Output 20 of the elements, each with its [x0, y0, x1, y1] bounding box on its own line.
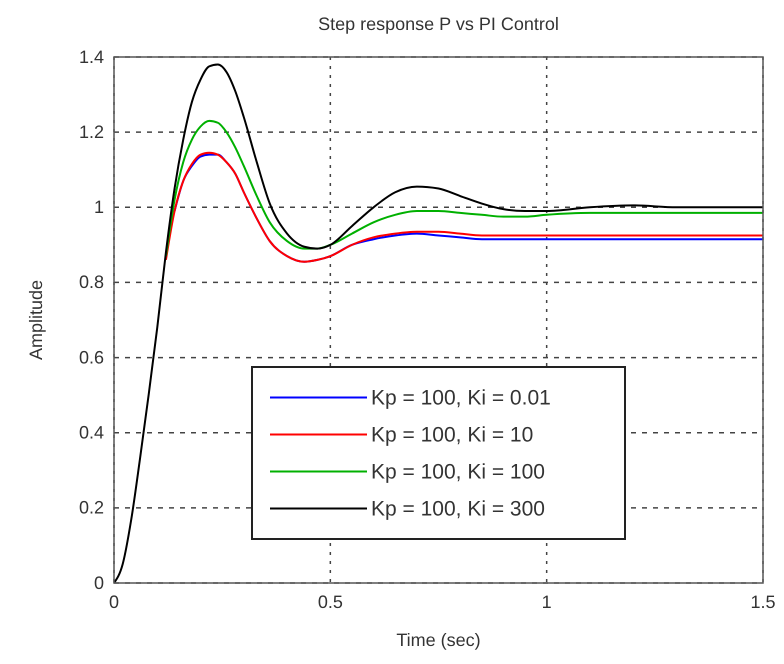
y-axis-title: Amplitude [26, 280, 46, 360]
legend-label: Kp = 100, Ki = 100 [371, 460, 545, 484]
line-series [164, 120, 764, 258]
chart-title: Step response P vs PI Control [318, 14, 559, 34]
legend-label: Kp = 100, Ki = 10 [371, 424, 534, 446]
x-tick-label: 0 [108, 592, 120, 612]
y-tick-label: 0 [94, 572, 104, 593]
y-tick-label: 0.8 [78, 272, 104, 292]
y-tick-label: 0.2 [78, 498, 104, 518]
legend-label: Kp = 100, Ki = 0.01 [371, 386, 551, 410]
y-tick-label: 1.2 [78, 122, 104, 142]
y-tick-label: 1 [94, 197, 104, 218]
legend-label: Kp = 100, Ki = 300 [371, 498, 545, 520]
y-tick-label: 0.4 [78, 422, 104, 442]
y-tick-label: 0.6 [78, 347, 104, 368]
x-tick-label: 1.5 [750, 592, 776, 612]
x-tick-label: 1 [542, 592, 552, 612]
y-tick-label: 1.4 [78, 46, 104, 67]
x-tick-label: 0.5 [318, 592, 343, 612]
x-axis-title: Time (sec) [396, 630, 481, 650]
